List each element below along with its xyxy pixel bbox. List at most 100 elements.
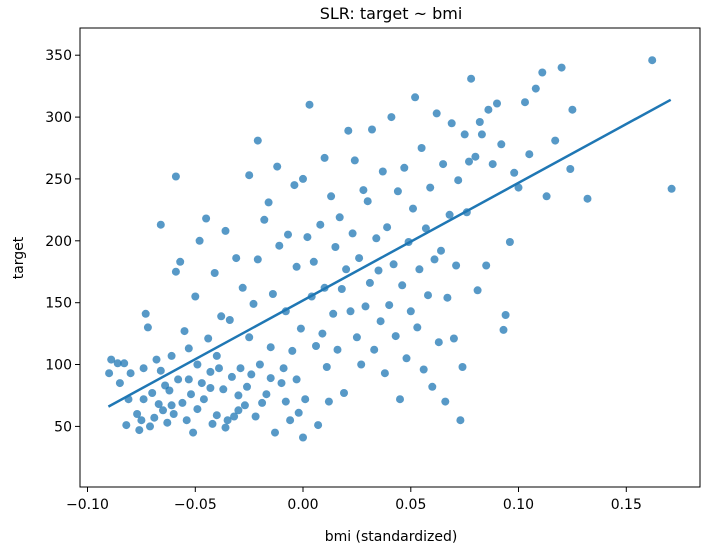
data-point-202 bbox=[566, 165, 575, 173]
data-point-163 bbox=[430, 255, 439, 264]
data-point-43 bbox=[195, 236, 204, 245]
data-point-152 bbox=[406, 307, 415, 316]
data-point-4 bbox=[120, 359, 129, 368]
data-point-2 bbox=[113, 359, 122, 368]
data-point-68 bbox=[240, 401, 249, 410]
data-point-143 bbox=[387, 113, 396, 122]
data-point-131 bbox=[361, 302, 370, 311]
fit-layer bbox=[107, 98, 672, 408]
data-point-99 bbox=[296, 324, 305, 333]
data-point-80 bbox=[262, 390, 271, 399]
data-point-119 bbox=[335, 213, 344, 222]
y-axis: 50 100 150 200 250 300 350 bbox=[45, 48, 80, 435]
data-point-74 bbox=[251, 412, 260, 421]
plot-frame bbox=[79, 27, 701, 488]
data-point-58 bbox=[221, 423, 230, 432]
data-point-91 bbox=[281, 397, 290, 406]
data-point-187 bbox=[488, 160, 497, 169]
data-point-186 bbox=[484, 105, 493, 114]
data-point-106 bbox=[309, 257, 318, 266]
x-axis-label: bmi (standardized) bbox=[325, 529, 458, 545]
data-point-102 bbox=[301, 395, 310, 404]
y-tick-label: 100 bbox=[45, 358, 72, 374]
data-point-133 bbox=[365, 278, 374, 287]
data-point-162 bbox=[428, 382, 437, 391]
data-point-101 bbox=[299, 433, 307, 442]
data-point-138 bbox=[376, 317, 385, 326]
x-tick-label: 0.10 bbox=[503, 497, 534, 513]
data-point-161 bbox=[426, 183, 435, 192]
data-point-170 bbox=[445, 210, 454, 219]
data-point-83 bbox=[266, 343, 275, 352]
data-point-0 bbox=[105, 369, 114, 378]
data-point-93 bbox=[286, 416, 295, 425]
data-point-141 bbox=[383, 223, 392, 232]
data-point-96 bbox=[292, 262, 301, 271]
data-point-9 bbox=[135, 426, 144, 435]
data-point-118 bbox=[333, 345, 342, 354]
y-tick-label: 200 bbox=[45, 234, 72, 250]
data-point-66 bbox=[236, 364, 245, 373]
data-point-127 bbox=[352, 333, 361, 342]
data-point-63 bbox=[232, 254, 241, 263]
data-point-12 bbox=[139, 395, 148, 404]
data-point-175 bbox=[456, 416, 465, 425]
data-point-77 bbox=[255, 360, 264, 369]
data-point-191 bbox=[501, 311, 510, 319]
data-point-204 bbox=[583, 194, 592, 203]
data-point-142 bbox=[385, 301, 394, 310]
data-point-13 bbox=[141, 309, 150, 318]
data-point-92 bbox=[284, 230, 292, 239]
data-point-60 bbox=[225, 316, 234, 324]
data-point-41 bbox=[193, 360, 202, 369]
data-point-160 bbox=[424, 291, 432, 300]
data-point-17 bbox=[150, 413, 159, 422]
data-point-61 bbox=[227, 372, 236, 381]
data-point-75 bbox=[253, 255, 262, 264]
data-point-28 bbox=[169, 410, 178, 418]
data-point-184 bbox=[477, 130, 486, 139]
data-point-205 bbox=[648, 56, 657, 65]
data-point-82 bbox=[266, 374, 275, 383]
data-point-11 bbox=[139, 364, 148, 373]
x-tick-label: 0.05 bbox=[395, 497, 426, 513]
x-axis: −0.10 −0.05 0.00 0.05 0.10 0.15 bbox=[66, 487, 642, 513]
data-point-42 bbox=[193, 405, 202, 414]
data-point-199 bbox=[542, 192, 551, 201]
data-point-55 bbox=[217, 312, 226, 321]
data-point-14 bbox=[143, 323, 152, 332]
data-point-132 bbox=[363, 197, 372, 206]
data-point-31 bbox=[174, 375, 183, 384]
data-point-171 bbox=[447, 119, 456, 128]
data-point-18 bbox=[152, 355, 161, 364]
x-tick-label: −0.05 bbox=[174, 497, 217, 513]
data-point-81 bbox=[264, 198, 273, 207]
data-point-40 bbox=[191, 292, 200, 301]
data-point-144 bbox=[389, 260, 398, 269]
data-point-128 bbox=[355, 254, 364, 263]
data-point-84 bbox=[268, 290, 277, 298]
x-tick-label: −0.10 bbox=[66, 497, 109, 513]
data-point-86 bbox=[273, 162, 282, 171]
data-point-130 bbox=[359, 186, 368, 195]
data-point-89 bbox=[279, 364, 288, 373]
data-point-193 bbox=[510, 168, 519, 177]
data-point-88 bbox=[277, 379, 286, 388]
data-point-201 bbox=[557, 63, 566, 72]
data-point-167 bbox=[439, 160, 448, 169]
data-point-108 bbox=[314, 421, 323, 430]
data-point-64 bbox=[234, 406, 243, 415]
data-point-25 bbox=[165, 386, 174, 395]
y-tick-label: 150 bbox=[45, 296, 72, 312]
y-tick-label: 300 bbox=[45, 110, 72, 126]
data-point-124 bbox=[346, 307, 355, 316]
data-point-34 bbox=[180, 327, 189, 336]
data-point-48 bbox=[206, 384, 215, 392]
data-point-32 bbox=[176, 257, 185, 266]
data-point-29 bbox=[171, 267, 180, 276]
data-point-65 bbox=[234, 391, 243, 400]
data-point-46 bbox=[202, 214, 211, 223]
data-point-94 bbox=[288, 346, 297, 355]
data-point-16 bbox=[148, 389, 157, 397]
